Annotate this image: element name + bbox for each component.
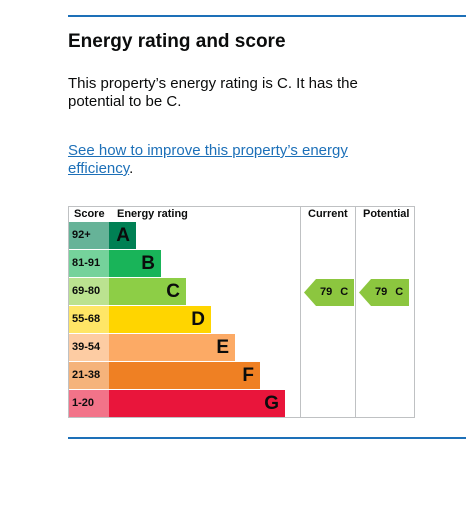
rating-summary: This property’s energy rating is C. It h…: [68, 75, 358, 110]
band-score-range: 39-54: [69, 334, 109, 361]
band-bar: B: [109, 250, 161, 277]
top-divider: [68, 15, 466, 17]
band-letter: F: [242, 365, 254, 386]
band-bar: G: [109, 390, 285, 417]
bottom-divider: [68, 437, 466, 439]
band-score-range: 69-80: [69, 278, 109, 305]
header-potential: Potential: [363, 208, 410, 220]
improve-efficiency-link[interactable]: See how to improve this property’s energ…: [68, 142, 348, 177]
column-divider-current: [300, 207, 301, 417]
epc-rating-table: Score Energy rating Current Potential 92…: [68, 206, 415, 418]
band-score-range: 81-91: [69, 250, 109, 277]
band-bar: F: [109, 362, 260, 389]
band-letter: E: [216, 337, 229, 358]
current-rating-arrow: 79 C: [304, 279, 354, 306]
band-bar: E: [109, 334, 235, 361]
band-bar: C: [109, 278, 186, 305]
band-score-range: 1-20: [69, 390, 109, 417]
column-divider-potential: [355, 207, 356, 417]
band-score-range: 55-68: [69, 306, 109, 333]
improve-link-suffix: .: [129, 160, 134, 177]
current-letter: C: [340, 286, 349, 298]
band-letter: A: [116, 225, 130, 246]
header-current: Current: [308, 208, 348, 220]
band-letter: C: [166, 281, 180, 302]
band-letter: B: [141, 253, 155, 274]
band-score-range: 21-38: [69, 362, 109, 389]
header-energy-rating: Energy rating: [117, 208, 188, 220]
band-letter: G: [264, 393, 279, 414]
current-score: 79: [320, 286, 333, 298]
band-bar: D: [109, 306, 211, 333]
improve-paragraph: See how to improve this property’s energ…: [68, 142, 388, 178]
band-letter: D: [191, 309, 205, 330]
band-bar: A: [109, 222, 136, 249]
potential-letter: C: [395, 286, 404, 298]
section-heading: Energy rating and score: [68, 31, 286, 52]
header-score: Score: [74, 208, 105, 220]
potential-score: 79: [375, 286, 388, 298]
potential-rating-arrow: 79 C: [359, 279, 409, 306]
band-score-range: 92+: [69, 222, 109, 249]
